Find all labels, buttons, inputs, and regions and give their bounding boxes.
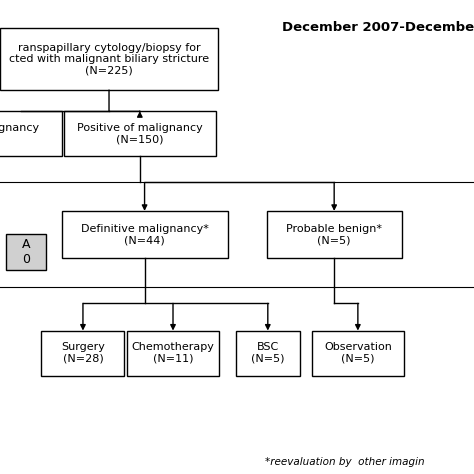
Text: Chemotherapy
(N=11): Chemotherapy (N=11) — [132, 342, 214, 364]
Text: Observation
(N=5): Observation (N=5) — [324, 342, 392, 364]
Text: Definitive malignancy*
(N=44): Definitive malignancy* (N=44) — [81, 224, 209, 246]
Text: ranspapillary cytology/biopsy for
cted with malignant biliary stricture
(N=225): ranspapillary cytology/biopsy for cted w… — [9, 43, 209, 76]
Bar — [266, 211, 401, 258]
Bar — [0, 111, 62, 156]
Text: Surgery
(N=28): Surgery (N=28) — [61, 342, 105, 364]
Text: December 2007-December: December 2007-December — [282, 21, 474, 34]
Text: BSC
(N=5): BSC (N=5) — [251, 342, 284, 364]
Text: A
0: A 0 — [22, 238, 30, 266]
Text: Positive of malignancy
(N=150): Positive of malignancy (N=150) — [77, 123, 203, 145]
Bar — [64, 111, 216, 156]
Bar — [311, 331, 404, 375]
Bar — [6, 234, 46, 270]
Bar — [41, 331, 124, 375]
Text: *reevaluation by  other imagin: *reevaluation by other imagin — [265, 457, 425, 467]
Text: alignancy
): alignancy ) — [0, 123, 40, 145]
Bar — [127, 331, 219, 375]
Bar — [236, 331, 300, 375]
Bar — [62, 211, 228, 258]
Text: Probable benign*
(N=5): Probable benign* (N=5) — [286, 224, 382, 246]
Bar — [0, 28, 218, 90]
